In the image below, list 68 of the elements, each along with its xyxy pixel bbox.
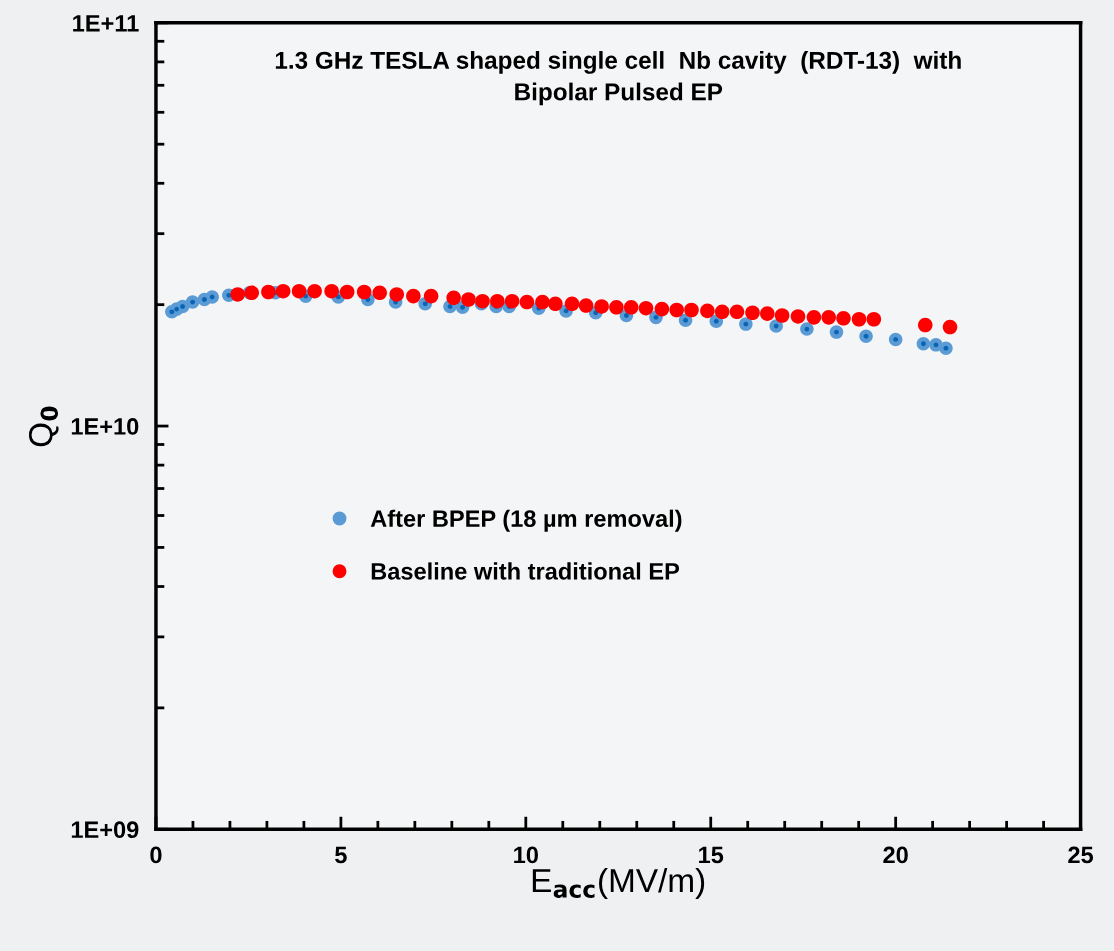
point <box>504 293 520 309</box>
x-tick-label: 25 <box>1068 846 1094 864</box>
point <box>739 317 753 331</box>
point <box>324 283 339 299</box>
y-tick-label: 1E+09 <box>71 821 139 839</box>
x-tick-label: 20 <box>883 846 908 864</box>
point <box>859 329 873 344</box>
point <box>829 325 844 339</box>
point <box>185 295 200 309</box>
point <box>769 319 783 333</box>
x-tick-label: 5 <box>335 846 347 864</box>
point <box>578 298 594 313</box>
point <box>291 283 307 299</box>
point <box>519 294 535 310</box>
point <box>275 283 291 299</box>
point <box>917 317 933 333</box>
point <box>446 290 461 306</box>
point <box>678 313 693 327</box>
point <box>836 311 851 326</box>
point <box>684 302 699 318</box>
point <box>564 296 580 312</box>
point <box>942 319 958 335</box>
point <box>261 284 276 300</box>
point <box>307 283 322 299</box>
point <box>745 305 760 321</box>
point <box>866 311 882 327</box>
point <box>475 293 490 309</box>
x-axis-title: E$_{acc}$(MV/m) <box>532 867 705 900</box>
point <box>654 301 670 317</box>
legend-label: After BPEP (18 µm removal) <box>370 509 682 532</box>
x-tick-label: 15 <box>699 846 724 864</box>
point <box>490 293 505 309</box>
point <box>638 300 654 316</box>
x-tick-label: 10 <box>514 846 538 864</box>
y-tick-label: 1E+11 <box>73 15 139 32</box>
point <box>230 287 245 302</box>
point <box>851 311 867 327</box>
legend-label: Baseline with traditional EP <box>371 562 680 580</box>
point <box>800 322 814 336</box>
y-tick-label: 1E+10 <box>71 418 139 435</box>
point <box>594 299 609 314</box>
point <box>609 300 624 315</box>
point <box>548 296 563 312</box>
text: 1.3 GHz TESLA shaped single cell Nb cavity (RDT-13) with Bipolar Pulsed EP <box>275 51 961 106</box>
y-axis-title: Q$_{0}$ <box>29 406 59 447</box>
point <box>939 341 953 355</box>
point <box>339 284 355 300</box>
point <box>669 302 684 318</box>
point <box>389 287 405 302</box>
point <box>623 300 639 315</box>
point <box>774 308 790 323</box>
point <box>700 303 715 319</box>
point <box>205 290 219 304</box>
point <box>714 304 730 320</box>
point <box>790 309 806 324</box>
x-tick-label: 0 <box>150 846 162 864</box>
point <box>760 306 775 321</box>
point <box>916 336 931 351</box>
point <box>729 304 745 320</box>
point <box>821 310 836 325</box>
point <box>888 332 903 347</box>
point <box>461 292 476 307</box>
point <box>806 310 822 325</box>
point <box>372 285 387 301</box>
point <box>406 288 421 304</box>
point <box>423 288 439 304</box>
point <box>535 294 550 310</box>
point <box>356 284 372 300</box>
